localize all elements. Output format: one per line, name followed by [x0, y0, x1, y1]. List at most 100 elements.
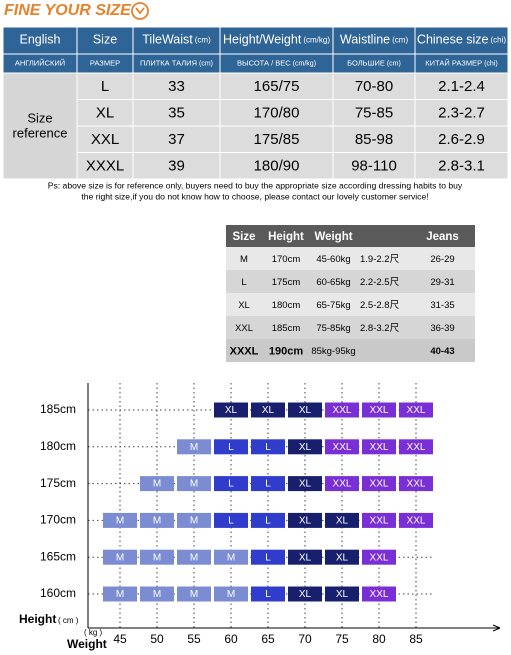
header-label: Chinese size [417, 33, 489, 47]
size-cell-label: M [116, 589, 124, 600]
title: FINE YOUR SIZE [4, 2, 132, 19]
cell-text: 35 [168, 105, 185, 122]
cell [219, 99, 334, 127]
height-label: 165cm [40, 549, 76, 563]
size-cell [214, 439, 248, 455]
row-label-cell [2, 72, 78, 180]
header-text: РАЗМЕР [90, 58, 120, 67]
size-cell [251, 512, 285, 528]
height-label: 180cm [40, 439, 76, 453]
size-cell-label: XXL [333, 442, 352, 453]
size-cell-label: XXL [407, 516, 426, 527]
cell-text: XL [96, 105, 114, 122]
row-label: Size [27, 110, 52, 125]
size-cell-label: XXL [370, 405, 389, 416]
table2-cell: 185cm [272, 323, 301, 334]
cell-text: 75-85 [355, 105, 393, 122]
size-cell [177, 512, 211, 528]
header-text: КИТАЙ РАЗМЕР (chi) [425, 58, 497, 67]
size-cell [177, 476, 211, 492]
size-cell-label: M [153, 479, 161, 490]
size-cell-label: XXL [370, 516, 389, 527]
size-cell [251, 402, 285, 418]
weight-label: 45 [113, 632, 127, 646]
size-cell-label: XL [299, 442, 312, 453]
size-cell [214, 586, 248, 602]
header-text: БОЛЬШИЕ (cm) [347, 58, 401, 67]
table2-cell: L [241, 277, 246, 288]
cell-text: L [101, 78, 109, 95]
cell-text: XXXL [86, 158, 124, 175]
table2-cell: XL [238, 300, 250, 311]
size-cell-label: XL [299, 405, 312, 416]
cell [414, 99, 509, 127]
header-label: ПЛИТКА ТАЛИЯ [140, 58, 197, 67]
height-label: 185cm [40, 402, 76, 416]
table2-cell: XXL [235, 323, 253, 334]
cell [332, 125, 416, 153]
header-unit: (cm/kg) [303, 36, 330, 45]
header-text: ПЛИТКА ТАЛИЯ (cm) [140, 58, 213, 67]
size-cell-label: L [265, 589, 271, 600]
size-cell-label: XXL [407, 405, 426, 416]
x-axis-arrow [492, 624, 501, 632]
size-cell [103, 512, 137, 528]
cell-text: XXL [91, 131, 119, 148]
size-cell-label: XL [299, 479, 312, 490]
height-label: 175cm [40, 476, 76, 490]
table2-cell: 85kg-95kg [311, 346, 355, 357]
weight-axis-unit: ( kg ) [84, 628, 103, 637]
size-cell-label: XL [299, 589, 312, 600]
weight-label: 60 [224, 632, 238, 646]
size-cell [399, 476, 433, 492]
row-label: reference [13, 125, 68, 140]
size-cell [251, 549, 285, 565]
cell [332, 99, 416, 127]
size-cell-label: M [116, 552, 124, 563]
size-cell [399, 512, 433, 528]
header-text: Chinese size (chi) [417, 33, 506, 47]
size-cell-label: XL [262, 405, 275, 416]
header-label: РАЗМЕР [90, 58, 120, 67]
size-cell [288, 549, 322, 565]
size-cell [103, 549, 137, 565]
table2-header-bg [226, 225, 475, 247]
table2-cell: 29-31 [430, 277, 454, 288]
size-cell [251, 476, 285, 492]
weight-label: 85 [409, 632, 423, 646]
cell [414, 152, 509, 180]
size-cell-label: M [190, 516, 198, 527]
header-unit: (cm) [195, 36, 211, 45]
size-cell-label: XXL [370, 479, 389, 490]
size-cell-label: XL [299, 516, 312, 527]
size-cell [140, 549, 174, 565]
size-cell [140, 476, 174, 492]
header-unit: (cm/kg) [293, 60, 316, 67]
size-cell-label: M [190, 479, 198, 490]
cell-text: 70-80 [355, 78, 393, 95]
table2-row [226, 293, 475, 316]
size-cell [325, 549, 359, 565]
table2-cell: 1.9-2.2尺 [360, 254, 400, 265]
size-cell-label: L [265, 442, 271, 453]
table2-cell: 36-39 [430, 323, 454, 334]
header-label: Height/Weight [223, 33, 302, 47]
table2-row [226, 339, 475, 362]
size-cell-label: XL [336, 552, 349, 563]
height-axis-label: Height [19, 612, 56, 626]
header-cell [219, 26, 334, 55]
size-cell-label: XL [299, 552, 312, 563]
size-cell [362, 402, 396, 418]
size-cell [251, 439, 285, 455]
header-cell [76, 26, 134, 55]
size-cell [325, 402, 359, 418]
table2-cell: 75-85kg [316, 323, 350, 334]
size-cell [325, 586, 359, 602]
table2-cell: 170cm [272, 254, 301, 265]
height-label: 160cm [40, 586, 76, 600]
table2-cell: 180cm [272, 300, 301, 311]
table2-row [226, 316, 475, 339]
weight-label: 65 [261, 632, 275, 646]
header-text: Size [93, 33, 117, 47]
